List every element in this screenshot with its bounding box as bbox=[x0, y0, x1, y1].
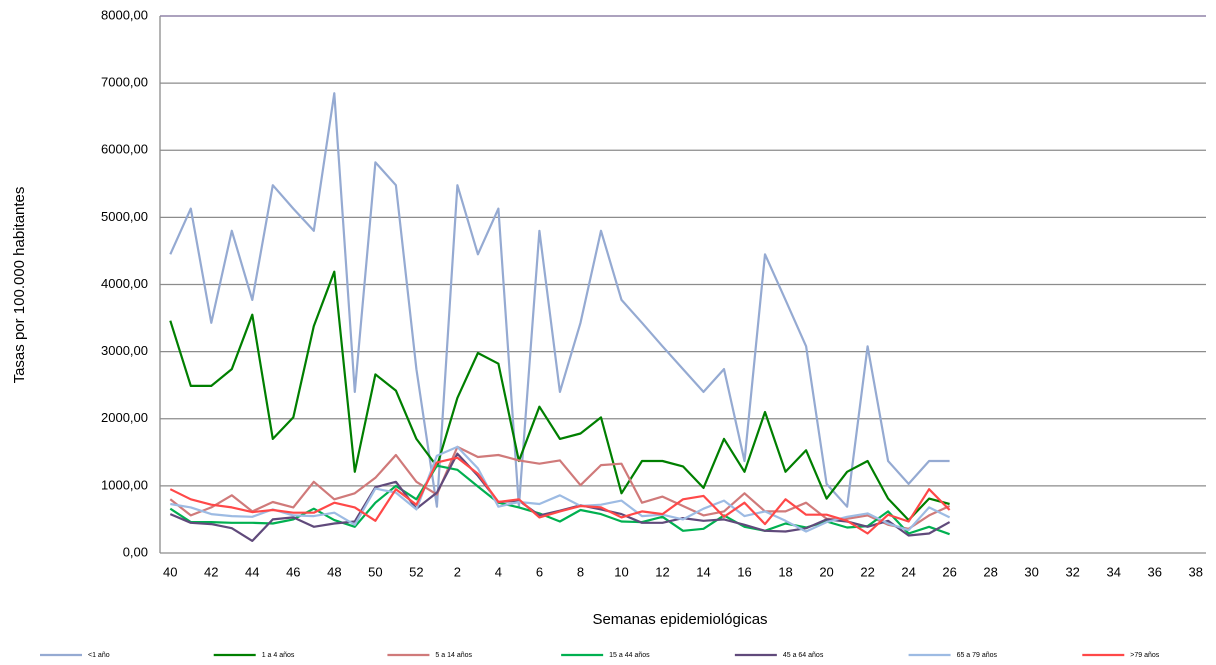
y-tick-label: 5000,00 bbox=[101, 209, 148, 224]
y-tick-label: 4000,00 bbox=[101, 276, 148, 291]
x-tick-label: 44 bbox=[245, 564, 259, 579]
x-tick-label: 18 bbox=[778, 564, 792, 579]
y-tick-label: 8000,00 bbox=[101, 7, 148, 22]
x-tick-label: 32 bbox=[1065, 564, 1079, 579]
y-tick-label: 0,00 bbox=[123, 544, 148, 559]
series-line bbox=[169, 464, 950, 536]
x-tick-label: 52 bbox=[409, 564, 423, 579]
x-tick-label: 34 bbox=[1106, 564, 1120, 579]
x-tick-label: 16 bbox=[737, 564, 751, 579]
legend-label: 5 a 14 años bbox=[435, 652, 472, 659]
x-tick-label: 20 bbox=[819, 564, 833, 579]
legend-label: 1 a 4 años bbox=[262, 652, 295, 659]
legend-label: >79 años bbox=[1130, 652, 1159, 659]
x-tick-label: 40 bbox=[163, 564, 177, 579]
x-tick-label: 42 bbox=[204, 564, 218, 579]
x-tick-label: 30 bbox=[1024, 564, 1038, 579]
y-tick-label: 1000,00 bbox=[101, 477, 148, 492]
x-tick-label: 38 bbox=[1189, 564, 1203, 579]
series-line bbox=[169, 456, 951, 535]
x-tick-label: 26 bbox=[942, 564, 956, 579]
x-tick-label: 2 bbox=[454, 564, 461, 579]
series-line bbox=[169, 445, 951, 530]
x-tick-label: 50 bbox=[368, 564, 382, 579]
series-line bbox=[170, 445, 951, 533]
x-tick-label: 24 bbox=[901, 564, 915, 579]
x-tick-label: 10 bbox=[614, 564, 628, 579]
x-tick-label: 14 bbox=[696, 564, 710, 579]
y-tick-label: 7000,00 bbox=[101, 75, 148, 90]
x-tick-label: 12 bbox=[655, 564, 669, 579]
x-tick-label: 36 bbox=[1147, 564, 1161, 579]
y-tick-label: 6000,00 bbox=[101, 142, 148, 157]
legend-label: <1 año bbox=[88, 652, 110, 659]
series-line bbox=[169, 92, 950, 508]
legend-label: 15 a 44 años bbox=[609, 652, 650, 659]
x-axis-title: Semanas epidemiológicas bbox=[592, 611, 767, 628]
series-line bbox=[169, 270, 950, 522]
x-tick-label: 28 bbox=[983, 564, 997, 579]
y-tick-label: 3000,00 bbox=[101, 343, 148, 358]
legend-label: 65 a 79 años bbox=[957, 652, 998, 659]
series-line bbox=[169, 452, 951, 542]
x-tick-label: 48 bbox=[327, 564, 341, 579]
x-tick-label: 8 bbox=[577, 564, 584, 579]
x-tick-label: 46 bbox=[286, 564, 300, 579]
y-axis-title: Tasas por 100.000 habitantes bbox=[11, 187, 28, 384]
y-tick-label: 2000,00 bbox=[101, 410, 148, 425]
x-tick-label: 6 bbox=[536, 564, 543, 579]
x-tick-label: 4 bbox=[495, 564, 502, 579]
legend-label: 45 a 64 años bbox=[783, 652, 824, 659]
x-tick-label: 22 bbox=[860, 564, 874, 579]
